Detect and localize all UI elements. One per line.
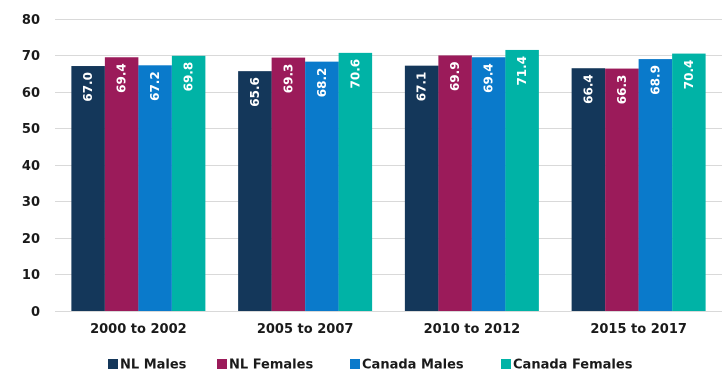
legend-label: NL Males — [120, 358, 187, 373]
y-tick-label: 50 — [22, 122, 40, 137]
y-tick-label: 70 — [22, 49, 40, 64]
bar — [605, 68, 639, 311]
data-label: 68.9 — [648, 65, 662, 95]
y-tick-label: 60 — [22, 86, 40, 101]
data-label: 68.2 — [315, 68, 329, 98]
legend-item: Canada Females — [501, 358, 633, 373]
y-axis-ticks: 0 10 20 30 40 50 60 70 80 — [22, 13, 40, 320]
bar — [305, 61, 339, 311]
bar — [238, 71, 272, 312]
bar — [271, 57, 306, 312]
bar — [505, 49, 539, 311]
data-label: 69.8 — [182, 62, 196, 92]
data-label: 69.3 — [281, 64, 295, 94]
y-tick-label: 30 — [22, 195, 40, 210]
bar — [672, 53, 706, 311]
legend-swatch — [217, 359, 227, 369]
legend-swatch — [501, 359, 511, 369]
data-label: 67.1 — [415, 72, 429, 102]
data-label: 70.4 — [682, 60, 696, 90]
legend-item: NL Males — [108, 358, 187, 373]
bar — [471, 57, 506, 311]
legend-item: Canada Males — [350, 358, 464, 373]
data-label: 71.4 — [515, 56, 529, 86]
bar — [638, 59, 673, 311]
y-tick-label: 40 — [22, 159, 40, 174]
data-label: 69.9 — [448, 61, 462, 91]
legend-label: Canada Females — [513, 358, 633, 373]
legend-swatch — [350, 359, 360, 369]
bar-group: 65.6 69.3 68.2 70.6 — [238, 52, 373, 312]
x-category-label: 2000 to 2002 — [90, 322, 187, 337]
x-category-label: 2010 to 2012 — [424, 322, 521, 337]
x-category-label: 2005 to 2007 — [257, 322, 354, 337]
data-label: 66.3 — [615, 75, 629, 105]
bar — [571, 68, 606, 311]
bar — [338, 52, 373, 312]
data-label: 67.0 — [81, 72, 95, 102]
data-label: 67.2 — [148, 71, 162, 101]
legend: NL Males NL Females Canada Males Canada Fem… — [108, 358, 633, 373]
legend-item: NL Females — [217, 358, 313, 373]
bar — [404, 65, 439, 312]
bar — [438, 55, 472, 311]
data-label: 69.4 — [115, 63, 129, 93]
data-label: 70.6 — [348, 59, 362, 89]
bar-group: 67.1 69.9 69.4 71.4 — [404, 49, 539, 312]
y-tick-label: 0 — [31, 305, 40, 320]
bar — [138, 65, 172, 311]
legend-swatch — [108, 359, 118, 369]
data-label: 69.4 — [482, 63, 496, 93]
bar — [171, 55, 206, 312]
bar — [104, 57, 139, 311]
legend-label: Canada Males — [362, 358, 464, 373]
x-category-label: 2015 to 2017 — [590, 322, 687, 337]
x-axis-labels: 2000 to 2002 2005 to 2007 2010 to 2012 2015… — [90, 322, 687, 337]
y-tick-label: 20 — [22, 232, 40, 247]
data-label: 66.4 — [581, 74, 595, 104]
bar-group: 66.4 66.3 68.9 70.4 — [571, 53, 706, 311]
data-label: 65.6 — [248, 77, 262, 107]
bar-group: 67.0 69.4 67.2 69.8 — [71, 55, 206, 312]
y-tick-label: 10 — [22, 268, 40, 283]
bar — [71, 66, 105, 311]
bar-groups: 67.0 69.4 67.2 69.8 65.6 69.3 68.2 70.6 67.1 69.9… — [71, 49, 706, 312]
legend-label: NL Females — [229, 358, 313, 373]
y-tick-label: 80 — [22, 13, 40, 28]
